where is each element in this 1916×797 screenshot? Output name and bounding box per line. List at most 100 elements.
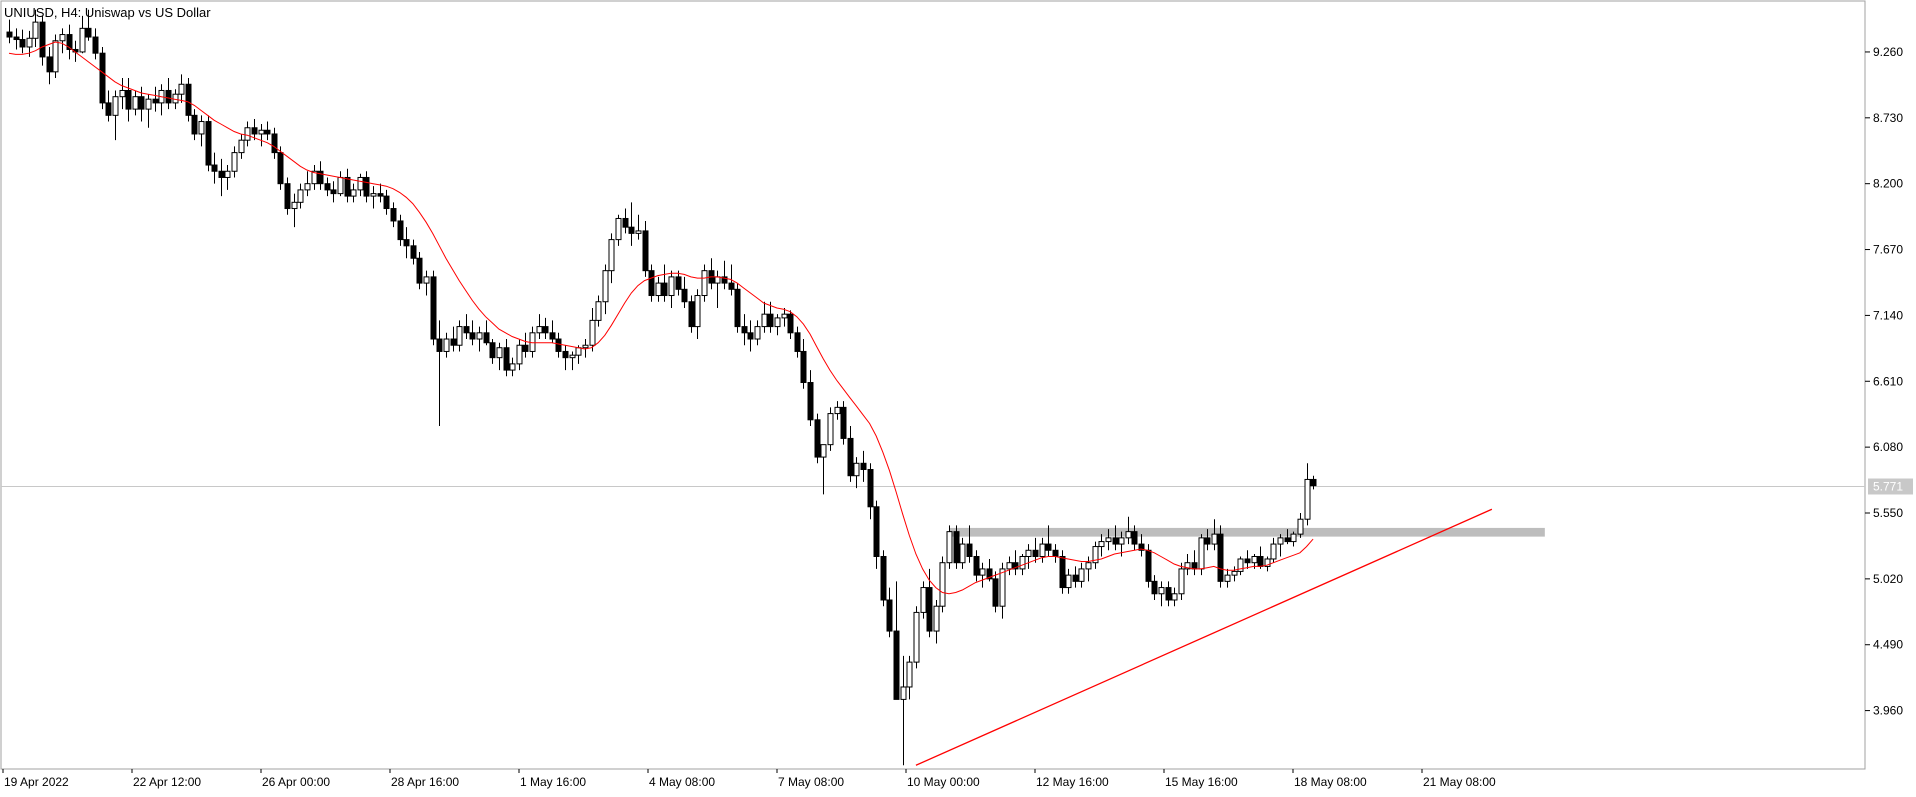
candle-body-bear: [218, 170, 225, 178]
candle: [443, 332, 450, 358]
candle-body-bull: [304, 183, 311, 191]
candle: [555, 332, 562, 358]
candle: [251, 119, 258, 141]
candle: [291, 193, 298, 228]
candle-body-bear: [1112, 537, 1119, 545]
candle-body-bull: [198, 121, 205, 135]
candle: [847, 426, 854, 482]
candle-body-bear: [1045, 543, 1052, 551]
candle-body-bear: [99, 52, 106, 104]
candle-body-bear: [966, 543, 973, 557]
symbol-label: UNIUSD, H4: Uniswap vs US Dollar: [4, 5, 211, 20]
candle-body-bull: [589, 319, 596, 346]
candle: [1045, 525, 1052, 557]
candle: [509, 357, 516, 377]
candle: [6, 19, 13, 44]
candle: [933, 599, 940, 644]
candle: [794, 326, 801, 358]
candle: [416, 252, 423, 290]
candle-body-bear: [1165, 587, 1172, 601]
candle: [1065, 568, 1072, 594]
candle-body-bear: [416, 257, 423, 284]
candle-body-bear: [383, 195, 390, 210]
candle: [112, 90, 119, 141]
candle: [688, 295, 695, 333]
candle-body-bear: [92, 36, 99, 54]
candle-body-bull: [1019, 555, 1026, 570]
candle-body-bear: [469, 332, 476, 340]
candle: [1032, 537, 1039, 563]
candle-body-bear: [138, 96, 145, 110]
candle: [350, 183, 357, 203]
candle: [19, 29, 26, 54]
candle: [754, 320, 761, 346]
candle: [694, 289, 701, 340]
candle-body-bear: [165, 89, 172, 104]
candle: [522, 332, 529, 358]
candle: [860, 450, 867, 482]
candle: [1059, 550, 1066, 594]
candle-body-bull: [1098, 541, 1105, 548]
x-tick-label: 22 Apr 12:00: [133, 775, 201, 789]
y-tick-label: 9.260: [1873, 45, 1903, 59]
candle: [483, 320, 490, 346]
candle-body-bear: [377, 193, 384, 197]
candle-body-bear: [205, 121, 212, 166]
candle-body-bull: [32, 21, 39, 39]
candle-body-bear: [403, 239, 410, 247]
candle-body-bear: [1204, 537, 1211, 545]
candle-body-bull: [52, 40, 59, 73]
candle-body-bear: [873, 506, 880, 557]
x-tick-label: 12 May 16:00: [1036, 775, 1109, 789]
candle-body-bear: [39, 21, 46, 58]
candle: [377, 183, 384, 203]
candle: [893, 581, 900, 700]
candle-body-bear: [397, 220, 404, 241]
candle-body-bull: [834, 406, 841, 415]
candle: [317, 161, 324, 190]
y-tick-label: 3.960: [1873, 704, 1903, 718]
candle: [403, 227, 410, 259]
candle: [608, 233, 615, 284]
candle: [258, 124, 265, 147]
candle: [582, 339, 589, 358]
candle: [224, 165, 231, 190]
candle-body-bear: [271, 133, 278, 154]
candle: [873, 500, 880, 569]
candle-body-bear: [1257, 555, 1264, 567]
y-tick-label: 8.200: [1873, 177, 1903, 191]
candle: [648, 264, 655, 302]
candle: [1297, 513, 1304, 538]
candle-body-bear: [46, 56, 53, 73]
candle-body-bull: [1297, 518, 1304, 535]
candle-body-bull: [602, 270, 609, 303]
candle-body-bear: [747, 332, 754, 340]
candle-body-bear: [728, 282, 735, 290]
candle: [1039, 537, 1046, 563]
candle: [1178, 562, 1185, 600]
y-tick-label: 4.490: [1873, 638, 1903, 652]
candle-body-bear: [787, 313, 794, 334]
candle-body-bull: [1290, 533, 1297, 543]
candle: [1211, 519, 1218, 551]
candle: [741, 314, 748, 346]
candle-body-bear: [1032, 549, 1039, 557]
candle-body-bull: [761, 313, 768, 328]
candle-body-bear: [1244, 558, 1251, 564]
x-tick-label: 7 May 08:00: [778, 775, 844, 789]
candle-body-bear: [867, 469, 874, 508]
candle: [1184, 554, 1191, 576]
candle: [834, 401, 841, 420]
candle-body-bear: [628, 226, 635, 234]
candle-body-bull: [979, 568, 986, 576]
candle-body-bull: [1184, 562, 1191, 570]
candle-body-bull: [608, 239, 615, 272]
candle-body-bear: [681, 288, 688, 303]
candle-body-bear: [1145, 549, 1152, 582]
candle-body-bull: [701, 270, 708, 297]
candle: [1085, 556, 1092, 582]
candle: [119, 78, 126, 110]
